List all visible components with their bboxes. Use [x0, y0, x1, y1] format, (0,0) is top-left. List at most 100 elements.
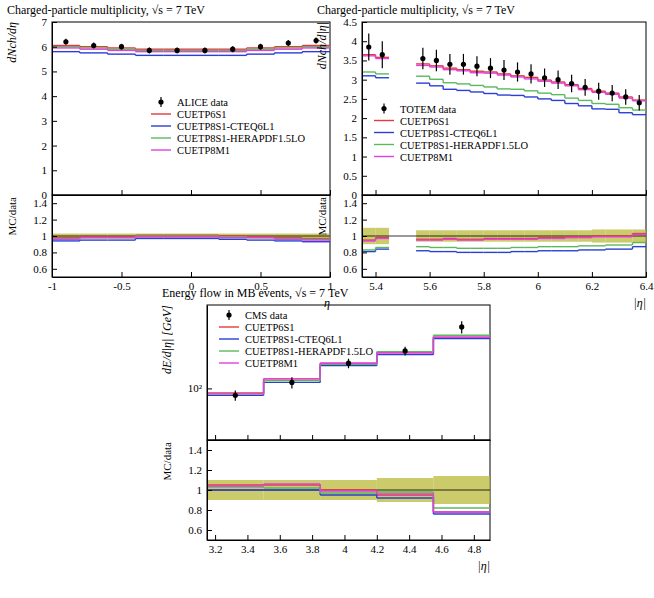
mc-step-riser — [456, 70, 457, 71]
tick-mark — [362, 22, 367, 23]
mc-step — [52, 51, 80, 52]
tick-mark — [247, 535, 248, 540]
tick-mark — [207, 530, 212, 531]
tick-label: 1.5 — [343, 131, 357, 143]
tick: 1 — [197, 484, 213, 496]
tick-mark — [474, 535, 475, 540]
ratio-step-riser — [537, 246, 538, 248]
tick-mark — [191, 272, 192, 277]
tick-label: 1.2 — [188, 464, 202, 476]
ratio-step-riser — [591, 236, 592, 238]
tick: 1.4 — [343, 197, 367, 209]
ratio-step — [219, 237, 247, 238]
ratio-step-riser — [605, 244, 606, 246]
tick-mark — [484, 272, 485, 277]
ratio-step — [484, 248, 498, 249]
ratio-step-riser — [632, 234, 633, 236]
data-point — [289, 380, 294, 385]
ratio-step — [416, 246, 430, 247]
tick-mark — [280, 535, 281, 540]
legend-swatch — [381, 106, 386, 111]
data-point — [119, 44, 124, 49]
mc-step — [551, 94, 565, 95]
ratio-step-riser — [632, 243, 633, 245]
mc-step-riser — [591, 100, 592, 103]
data-point — [286, 40, 291, 45]
mc-step — [52, 47, 80, 48]
tick — [430, 190, 431, 195]
ratio-step — [302, 238, 330, 239]
data-point — [420, 56, 425, 61]
mc-step-riser — [524, 95, 525, 97]
mc-step-riser — [469, 71, 470, 73]
tick-label: 1 — [42, 230, 48, 242]
mc-step — [191, 55, 219, 56]
uncertainty-band — [264, 480, 321, 500]
data-point — [175, 48, 180, 53]
tick-label: 0.6 — [343, 263, 357, 275]
ratio-frame — [207, 440, 490, 540]
tick-mark — [52, 47, 57, 48]
mc-step — [619, 107, 633, 108]
mc-step — [484, 86, 498, 87]
ratio-step-riser — [375, 238, 376, 240]
ratio-step — [377, 497, 434, 498]
tick: 4.4 — [403, 535, 417, 555]
legend-item: CUETP8S1-HERAPDF1.5LO — [151, 133, 305, 144]
ratio-step-riser — [537, 250, 538, 252]
mc-step-riser — [578, 98, 579, 100]
panel: 3.23.43.63.844.24.44.64.810²0.60.811.21.… — [160, 286, 491, 573]
tick: 3.2 — [209, 535, 223, 555]
tick — [312, 435, 313, 440]
ratio-step — [362, 251, 376, 252]
tick-mark — [52, 252, 57, 253]
ratio-step-riser — [274, 238, 275, 240]
tick: 2.5 — [343, 93, 367, 105]
tick-label: 1 — [42, 164, 48, 176]
tick-mark — [52, 146, 57, 147]
mc-step — [592, 103, 606, 104]
tick: -0.5 — [113, 272, 131, 292]
mc-step-riser — [524, 77, 525, 79]
reference-line — [52, 236, 330, 237]
data-point — [474, 64, 479, 69]
ratio-step — [565, 237, 579, 238]
ratio-step — [578, 237, 592, 238]
mc-step — [592, 108, 606, 109]
ratio-step — [551, 246, 565, 247]
legend-swatch — [219, 350, 239, 351]
data-point — [461, 62, 466, 67]
ratio-step-riser — [79, 238, 80, 240]
main-marks — [362, 34, 646, 115]
ratio-step — [108, 236, 136, 237]
mc-step — [497, 94, 511, 95]
ratio-step — [362, 240, 376, 241]
data-point — [202, 48, 207, 53]
legend-swatch — [374, 132, 394, 133]
tick: 6 — [536, 272, 542, 292]
tick-mark — [376, 272, 377, 277]
ratio-step — [108, 237, 136, 238]
axis-line — [52, 23, 53, 196]
tick — [484, 190, 485, 195]
ratio-step — [163, 238, 191, 239]
tick-label: 10² — [188, 382, 203, 394]
mc-step — [565, 97, 579, 98]
legend-swatch — [151, 125, 171, 126]
tick-mark — [207, 388, 212, 389]
ratio-step — [619, 236, 633, 237]
mc-step — [376, 77, 390, 78]
tick-mark — [362, 118, 367, 119]
y-axis-title-ratio: MC/data — [6, 197, 18, 236]
y-axis-title-ratio: MC/data — [316, 197, 328, 236]
tick-label: 0.6 — [188, 524, 202, 536]
tick-mark — [330, 190, 331, 195]
mc-step-riser — [442, 86, 443, 89]
tick-mark — [52, 236, 57, 237]
ratio-step — [135, 238, 163, 239]
tick-label: 1 — [197, 484, 203, 496]
ratio-step — [443, 239, 457, 240]
chart-container: -1-0.500.51012345670.60.811.21.4Charged-… — [0, 0, 654, 598]
ratio-step — [416, 239, 430, 240]
mc-step — [443, 89, 457, 90]
